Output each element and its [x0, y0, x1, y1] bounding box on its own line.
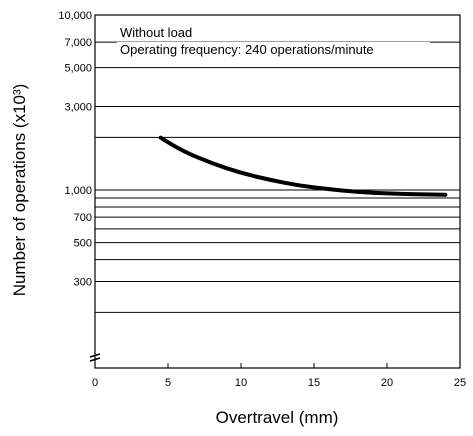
- x-tick-label: 15: [308, 377, 320, 389]
- x-axis-ticks: 0 5 10 15 20 25: [92, 363, 466, 389]
- x-tick-label: 20: [381, 377, 393, 389]
- y-tick-label: 300: [74, 277, 92, 289]
- y-tick-label: 700: [74, 212, 92, 224]
- series-line: [158, 135, 448, 197]
- x-tick-label: 5: [165, 377, 171, 389]
- annotations: Without load Operating frequency: 240 op…: [117, 25, 430, 58]
- x-tick-label: 0: [92, 377, 98, 389]
- y-axis-title: Number of operations (x10³): [10, 84, 29, 297]
- y-tick-label: 3,000: [64, 102, 92, 114]
- y-tick-label: 500: [74, 238, 92, 250]
- grid-lines: [95, 41, 460, 313]
- axis-break-mark: [89, 353, 101, 362]
- y-tick-label: 10,000: [58, 10, 92, 22]
- y-tick-label: 5,000: [64, 63, 92, 75]
- annotation-2: Operating frequency: 240 operations/minu…: [120, 42, 374, 57]
- annotation-2-bg: [117, 42, 430, 58]
- x-axis-title: Overtravel (mm): [216, 408, 339, 427]
- annotation-1-bg: [117, 25, 181, 41]
- x-tick-label: 25: [454, 377, 466, 389]
- plot-frame: [94, 14, 461, 369]
- y-tick-label: 1,000: [64, 185, 92, 197]
- x-tick-label: 10: [235, 377, 247, 389]
- y-tick-label: 7,000: [64, 37, 92, 49]
- y-axis-ticks: 10,000 7,000 5,000 3,000 1,000 700 500 300: [58, 10, 92, 289]
- annotation-1: Without load: [120, 25, 192, 40]
